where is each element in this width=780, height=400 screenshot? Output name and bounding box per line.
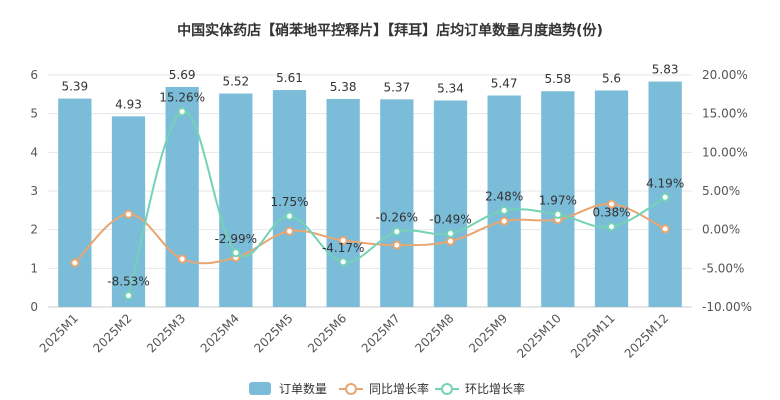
mom-point[interactable] [285, 211, 294, 221]
mom-point[interactable] [392, 227, 402, 237]
yoy-point[interactable] [446, 236, 455, 246]
yoy-point[interactable] [607, 199, 616, 209]
yoy-line [74, 203, 666, 265]
mom-point[interactable] [177, 107, 187, 117]
mom-data-label: 15.26% [159, 91, 205, 105]
y-tick-label-right: 10.00% [702, 145, 748, 159]
mom-point[interactable] [553, 209, 563, 219]
bar-data-label: 5.47 [491, 76, 518, 90]
mom-point[interactable] [499, 205, 509, 215]
mom-point[interactable] [231, 248, 241, 258]
legend-label[interactable]: 环比增长率 [465, 381, 525, 396]
bar[interactable] [58, 98, 92, 307]
yoy-point[interactable] [70, 258, 80, 268]
y-tick-label-right: 15.00% [702, 107, 748, 121]
y-tick-label-left: 3 [30, 184, 38, 198]
x-tick-label: 2025M7 [359, 311, 403, 355]
mom-point[interactable] [607, 222, 616, 232]
legend-swatch-orders [249, 382, 271, 395]
yoy-point[interactable] [177, 254, 187, 264]
mom-point[interactable] [338, 257, 348, 267]
x-tick-label: 2025M10 [514, 311, 564, 361]
y-tick-label-left: 2 [30, 223, 38, 237]
mom-data-label: 4.19% [646, 176, 684, 190]
mom-data-label: -0.49% [429, 212, 471, 226]
legend-label[interactable]: 同比增长率 [369, 381, 429, 396]
yoy-point[interactable] [124, 209, 133, 219]
yoy-point[interactable] [392, 240, 402, 250]
y-tick-label-right: -5.00% [702, 261, 744, 275]
bar[interactable] [165, 86, 199, 307]
mom-data-label: -8.53% [107, 275, 149, 289]
mom-data-label: -0.26% [376, 211, 418, 225]
legend-marker-mom [441, 383, 453, 395]
bar[interactable] [380, 99, 414, 307]
mom-point[interactable] [446, 228, 455, 238]
bar-data-label: 5.61 [276, 71, 303, 85]
x-tick-label: 2025M5 [251, 311, 295, 355]
bar[interactable] [487, 95, 521, 307]
x-tick-label: 2025M6 [305, 311, 349, 355]
x-tick-label: 2025M3 [144, 311, 188, 355]
x-tick-label: 2025M9 [466, 311, 510, 355]
y-tick-label-left: 4 [30, 145, 38, 159]
chart-title: 中国实体药店【硝苯地平控释片】【拜耳】店均订单数量月度趋势(份) [177, 23, 603, 39]
yoy-point[interactable] [285, 226, 294, 236]
x-tick-label: 2025M1 [37, 311, 81, 355]
x-tick-label: 2025M2 [90, 311, 134, 355]
yoy-point[interactable] [660, 224, 670, 234]
bar-data-label: 5.58 [544, 72, 571, 86]
mom-data-label: -2.99% [215, 232, 257, 246]
bar[interactable] [219, 93, 253, 307]
y-tick-label-left: 1 [30, 261, 38, 275]
x-tick-label: 2025M8 [412, 311, 456, 355]
y-tick-label-right: -10.00% [702, 300, 752, 314]
y-tick-label-right: 0.00% [702, 223, 740, 237]
bar[interactable] [541, 91, 575, 308]
bar-data-label: 5.83 [652, 63, 679, 77]
bar[interactable] [326, 98, 360, 308]
bar-data-label: 5.52 [222, 75, 249, 89]
x-tick-label: 2025M12 [622, 311, 672, 361]
mom-data-label: 2.48% [485, 189, 523, 203]
y-tick-label-left: 5 [30, 107, 38, 121]
y-tick-label-right: 5.00% [702, 184, 740, 198]
bar-data-label: 5.39 [61, 80, 88, 94]
mom-data-label: 0.38% [592, 206, 630, 220]
x-tick-label: 2025M4 [198, 311, 242, 355]
bar-data-label: 5.69 [169, 68, 196, 82]
yoy-point[interactable] [499, 216, 509, 226]
bar-data-label: 5.34 [437, 82, 464, 96]
bar[interactable] [433, 100, 468, 308]
yoy-point[interactable] [338, 235, 348, 245]
bar[interactable] [272, 90, 307, 307]
bar-data-label: 5.38 [330, 80, 357, 94]
legend-marker-yoy [345, 383, 357, 395]
y-tick-label-left: 0 [30, 300, 38, 314]
bar[interactable] [594, 90, 629, 307]
legend-label[interactable]: 订单数量 [279, 381, 327, 396]
mom-data-label: -4.17% [322, 241, 364, 255]
bar-data-label: 5.6 [602, 71, 621, 85]
bar-data-label: 5.37 [383, 80, 410, 94]
mom-data-label: 1.97% [539, 193, 577, 207]
mom-point[interactable] [660, 192, 670, 202]
x-tick-label: 2025M11 [568, 311, 618, 361]
mom-data-label: 1.75% [270, 195, 308, 209]
y-tick-label-right: 20.00% [702, 68, 748, 82]
y-tick-label-left: 6 [30, 68, 38, 82]
bar-data-label: 4.93 [115, 97, 142, 111]
mom-point[interactable] [124, 291, 133, 301]
